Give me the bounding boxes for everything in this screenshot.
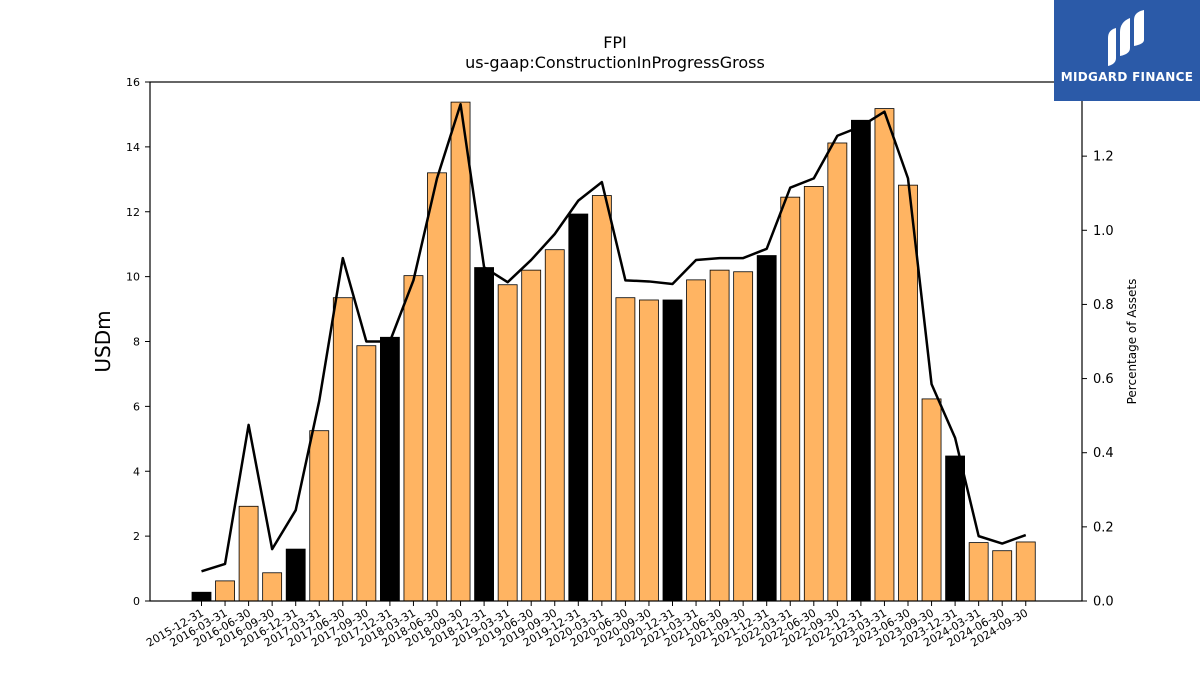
- y2-tick-label: 0.2: [1093, 520, 1114, 535]
- y-tick-label: 6: [133, 400, 140, 413]
- bar: [215, 580, 235, 602]
- bar: [238, 505, 259, 602]
- bar: [427, 172, 447, 602]
- axes: 02468101214160.00.20.40.60.81.01.22015-1…: [91, 76, 1139, 650]
- bar: [403, 275, 424, 602]
- y-tick-label: 0: [133, 595, 140, 608]
- y2-axis-label: Percentage of Assets: [1125, 279, 1139, 405]
- bar: [780, 196, 801, 602]
- brand-logo-text: MIDGARD FINANCE: [1060, 70, 1194, 84]
- bar: [356, 345, 377, 602]
- bar: [309, 430, 330, 602]
- y2-tick-label: 1.2: [1093, 150, 1114, 165]
- bar: [662, 299, 683, 602]
- brand-logo: MIDGARD FINANCE: [1054, 0, 1200, 101]
- y-tick-label: 10: [126, 271, 140, 284]
- bar: [898, 184, 918, 602]
- y-tick-label: 4: [133, 465, 140, 478]
- bar: [992, 550, 1013, 602]
- y-tick-label: 16: [126, 76, 140, 89]
- y2-tick-label: 0.4: [1093, 446, 1114, 461]
- y2-tick-label: 0.6: [1093, 372, 1114, 387]
- bar: [968, 542, 989, 602]
- bar: [1015, 541, 1036, 602]
- bar: [591, 195, 612, 602]
- chart-subtitle: us-gaap:ConstructionInProgressGross: [465, 53, 765, 72]
- bar: [639, 299, 659, 602]
- bar: [874, 108, 895, 602]
- bar: [851, 119, 871, 602]
- bar: [733, 271, 754, 602]
- bar: [803, 186, 824, 602]
- bar: [921, 398, 942, 602]
- percentage-line: [201, 102, 1027, 573]
- bar: [379, 336, 400, 602]
- y2-tick-label: 0.0: [1093, 595, 1114, 610]
- midgard-m-logo-icon: [1108, 10, 1144, 66]
- bar: [686, 279, 706, 602]
- y-tick-label: 12: [126, 206, 140, 219]
- bar: [544, 249, 565, 602]
- bar: [756, 255, 777, 602]
- bar-series: [191, 101, 1036, 602]
- y-tick-label: 8: [133, 336, 140, 349]
- y-axis-label: USDm: [91, 310, 115, 372]
- y-tick-label: 2: [133, 530, 140, 543]
- y2-tick-label: 1.0: [1093, 224, 1114, 239]
- bar: [709, 269, 730, 602]
- bar: [497, 284, 518, 602]
- bar: [568, 213, 589, 602]
- y2-tick-label: 0.8: [1093, 298, 1114, 313]
- bar: [332, 297, 353, 602]
- bar: [285, 548, 306, 602]
- bar: [450, 101, 471, 602]
- bar: [615, 297, 636, 602]
- bar: [521, 269, 542, 602]
- bar: [945, 455, 965, 602]
- bar: [262, 572, 283, 602]
- y-tick-label: 14: [126, 141, 140, 154]
- chart-title: FPI: [603, 33, 627, 52]
- bar: [191, 591, 212, 602]
- bar: [827, 142, 848, 602]
- line-series: [201, 102, 1027, 573]
- bar: [474, 267, 495, 602]
